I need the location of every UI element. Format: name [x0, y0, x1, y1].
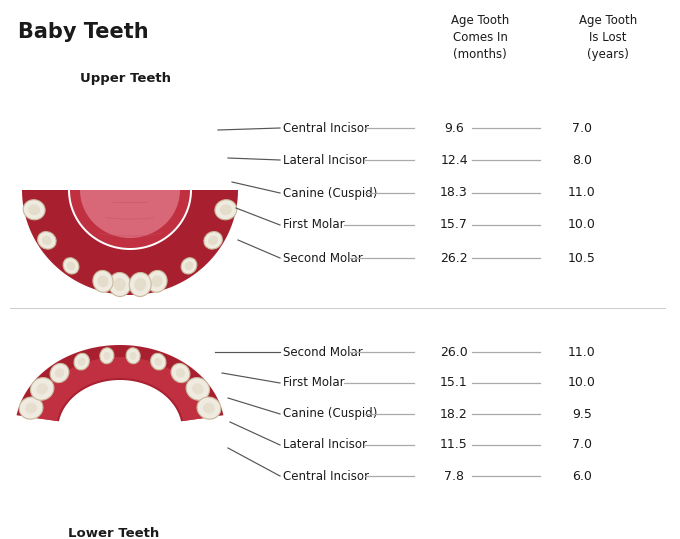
- Ellipse shape: [103, 352, 110, 360]
- Ellipse shape: [204, 232, 222, 249]
- Ellipse shape: [175, 368, 185, 378]
- Text: 9.5: 9.5: [572, 407, 592, 420]
- Ellipse shape: [67, 261, 75, 271]
- Text: 7.8: 7.8: [444, 469, 464, 482]
- Ellipse shape: [31, 378, 54, 400]
- Ellipse shape: [220, 204, 232, 215]
- Text: Canine (Cuspid): Canine (Cuspid): [283, 186, 377, 199]
- Text: Central Incisor: Central Incisor: [283, 469, 369, 482]
- Ellipse shape: [185, 261, 193, 271]
- Text: Second Molar: Second Molar: [283, 345, 362, 358]
- Text: Age Tooth
Is Lost
(years): Age Tooth Is Lost (years): [579, 14, 637, 61]
- Ellipse shape: [23, 200, 45, 220]
- Ellipse shape: [74, 354, 89, 370]
- Ellipse shape: [55, 368, 64, 378]
- Text: Second Molar: Second Molar: [283, 252, 362, 265]
- Ellipse shape: [50, 363, 69, 383]
- Ellipse shape: [78, 357, 86, 366]
- Ellipse shape: [93, 271, 113, 292]
- Text: 15.7: 15.7: [440, 218, 468, 231]
- Text: 11.5: 11.5: [440, 439, 468, 452]
- Text: Lateral Incisor: Lateral Incisor: [283, 439, 367, 452]
- Polygon shape: [31, 357, 209, 421]
- Ellipse shape: [151, 354, 166, 370]
- Text: Canine (Cuspid): Canine (Cuspid): [283, 407, 377, 420]
- Text: Upper Teeth: Upper Teeth: [80, 72, 171, 85]
- Ellipse shape: [197, 397, 221, 419]
- Ellipse shape: [203, 403, 215, 413]
- Ellipse shape: [181, 258, 197, 274]
- Ellipse shape: [154, 357, 162, 366]
- Ellipse shape: [63, 258, 79, 274]
- Ellipse shape: [152, 275, 163, 287]
- Ellipse shape: [109, 273, 131, 296]
- Ellipse shape: [134, 278, 146, 291]
- Text: 18.2: 18.2: [440, 407, 468, 420]
- Text: 10.0: 10.0: [568, 218, 596, 231]
- Ellipse shape: [147, 271, 167, 292]
- Text: 6.0: 6.0: [572, 469, 592, 482]
- Text: 10.5: 10.5: [568, 252, 596, 265]
- Text: 11.0: 11.0: [568, 345, 596, 358]
- Text: 10.0: 10.0: [568, 377, 596, 390]
- Text: First Molar: First Molar: [283, 218, 345, 231]
- Text: 26.0: 26.0: [440, 345, 468, 358]
- Polygon shape: [16, 345, 224, 421]
- Ellipse shape: [129, 273, 151, 296]
- Ellipse shape: [37, 232, 56, 249]
- Ellipse shape: [186, 378, 209, 400]
- Text: Central Incisor: Central Incisor: [283, 121, 369, 135]
- Text: 9.6: 9.6: [444, 121, 464, 135]
- Ellipse shape: [171, 363, 190, 383]
- Ellipse shape: [192, 383, 203, 395]
- Text: 18.3: 18.3: [440, 186, 468, 199]
- Text: Age Tooth
Comes In
(months): Age Tooth Comes In (months): [451, 14, 509, 61]
- Ellipse shape: [97, 275, 109, 287]
- Ellipse shape: [28, 204, 40, 215]
- Polygon shape: [22, 190, 238, 295]
- Text: 7.0: 7.0: [572, 439, 592, 452]
- Ellipse shape: [126, 348, 140, 364]
- Text: 15.1: 15.1: [440, 377, 468, 390]
- Ellipse shape: [114, 278, 126, 291]
- Text: 12.4: 12.4: [440, 154, 468, 167]
- Text: 7.0: 7.0: [572, 121, 592, 135]
- Text: 26.2: 26.2: [440, 252, 468, 265]
- Text: Lower Teeth: Lower Teeth: [68, 527, 159, 539]
- Text: 8.0: 8.0: [572, 154, 592, 167]
- Ellipse shape: [25, 403, 37, 413]
- Text: First Molar: First Molar: [283, 377, 345, 390]
- Text: Lateral Incisor: Lateral Incisor: [283, 154, 367, 167]
- Polygon shape: [80, 190, 180, 238]
- Ellipse shape: [41, 236, 52, 245]
- Ellipse shape: [215, 200, 237, 220]
- Ellipse shape: [130, 352, 137, 360]
- Polygon shape: [68, 190, 192, 248]
- Ellipse shape: [19, 397, 43, 419]
- Text: Baby Teeth: Baby Teeth: [18, 22, 149, 42]
- Ellipse shape: [36, 383, 48, 395]
- Text: 11.0: 11.0: [568, 186, 596, 199]
- Ellipse shape: [208, 236, 218, 245]
- Ellipse shape: [100, 348, 114, 364]
